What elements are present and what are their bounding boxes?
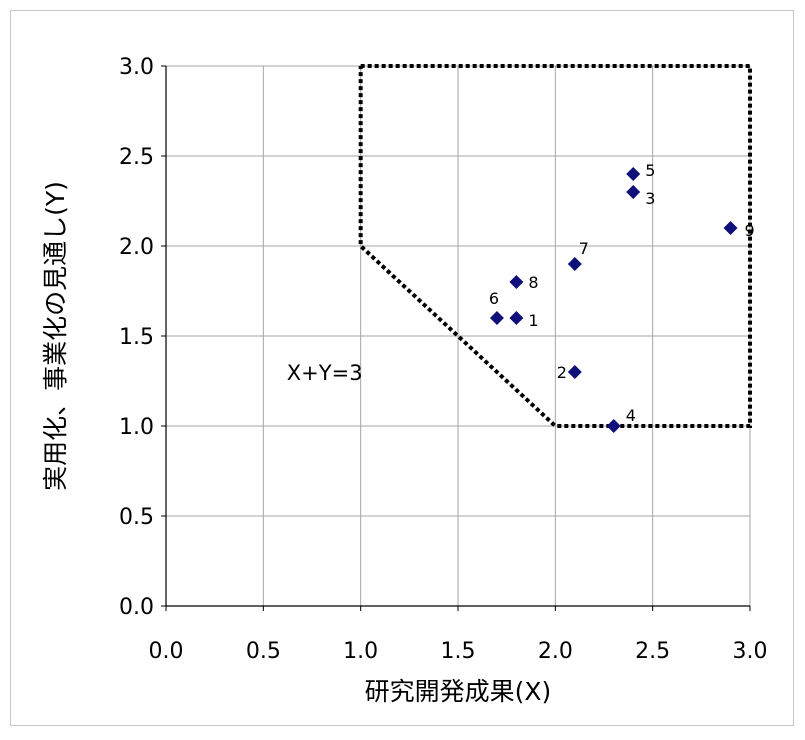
y-tick-label: 0.0: [119, 595, 154, 620]
data-point: [567, 365, 582, 379]
tick-labels: 0.0 0.5 1.0 1.5 2.0 2.5 3.0 0.0 0.5 1.0 1.5 2.0 2.5 3…: [119, 55, 768, 664]
data-point: [606, 419, 621, 433]
x-tick-label: 3.0: [733, 639, 768, 664]
x-tick-label: 1.5: [441, 639, 476, 664]
grid-lines: [165, 65, 751, 607]
data-point: [567, 257, 582, 271]
point-label: 7: [579, 239, 589, 258]
chart-frame: [10, 10, 794, 726]
y-axis-title: 実用化、事業化の見通し(Y): [41, 181, 70, 491]
data-point: [626, 185, 641, 199]
point-label: 1: [528, 311, 538, 330]
region-boundary: [358, 64, 752, 428]
target-region: [358, 64, 752, 428]
y-tick-label: 1.5: [119, 325, 154, 350]
data-point: [509, 275, 524, 289]
y-tick-label: 2.5: [119, 145, 154, 170]
y-tick-label: 0.5: [119, 505, 154, 530]
x-tick-label: 0.0: [149, 639, 184, 664]
x-tick-label: 1.0: [343, 639, 378, 664]
data-point: [509, 311, 524, 325]
point-label: 8: [528, 273, 538, 292]
point-labels: 1 2 3 4 5 6 7 8 9: [489, 161, 755, 425]
annotation-text: X+Y=3: [287, 361, 363, 385]
point-label: 9: [745, 221, 755, 240]
data-point: [723, 221, 738, 235]
x-tick-label: 2.0: [538, 639, 573, 664]
point-label: 5: [645, 161, 655, 180]
y-tick-label: 1.0: [119, 415, 154, 440]
data-point: [626, 167, 641, 181]
axes: [161, 65, 751, 611]
x-tick-label: 0.5: [246, 639, 281, 664]
data-points: [489, 167, 738, 433]
annotations: X+Y=3: [287, 361, 363, 385]
point-label: 6: [489, 289, 499, 308]
point-label: 3: [645, 189, 655, 208]
x-axis-title: 研究開発成果(X): [365, 677, 552, 706]
data-point: [489, 311, 504, 325]
y-tick-label: 2.0: [119, 235, 154, 260]
x-tick-label: 2.5: [635, 639, 670, 664]
point-label: 2: [557, 363, 567, 382]
point-label: 4: [626, 406, 636, 425]
y-tick-label: 3.0: [119, 55, 154, 80]
